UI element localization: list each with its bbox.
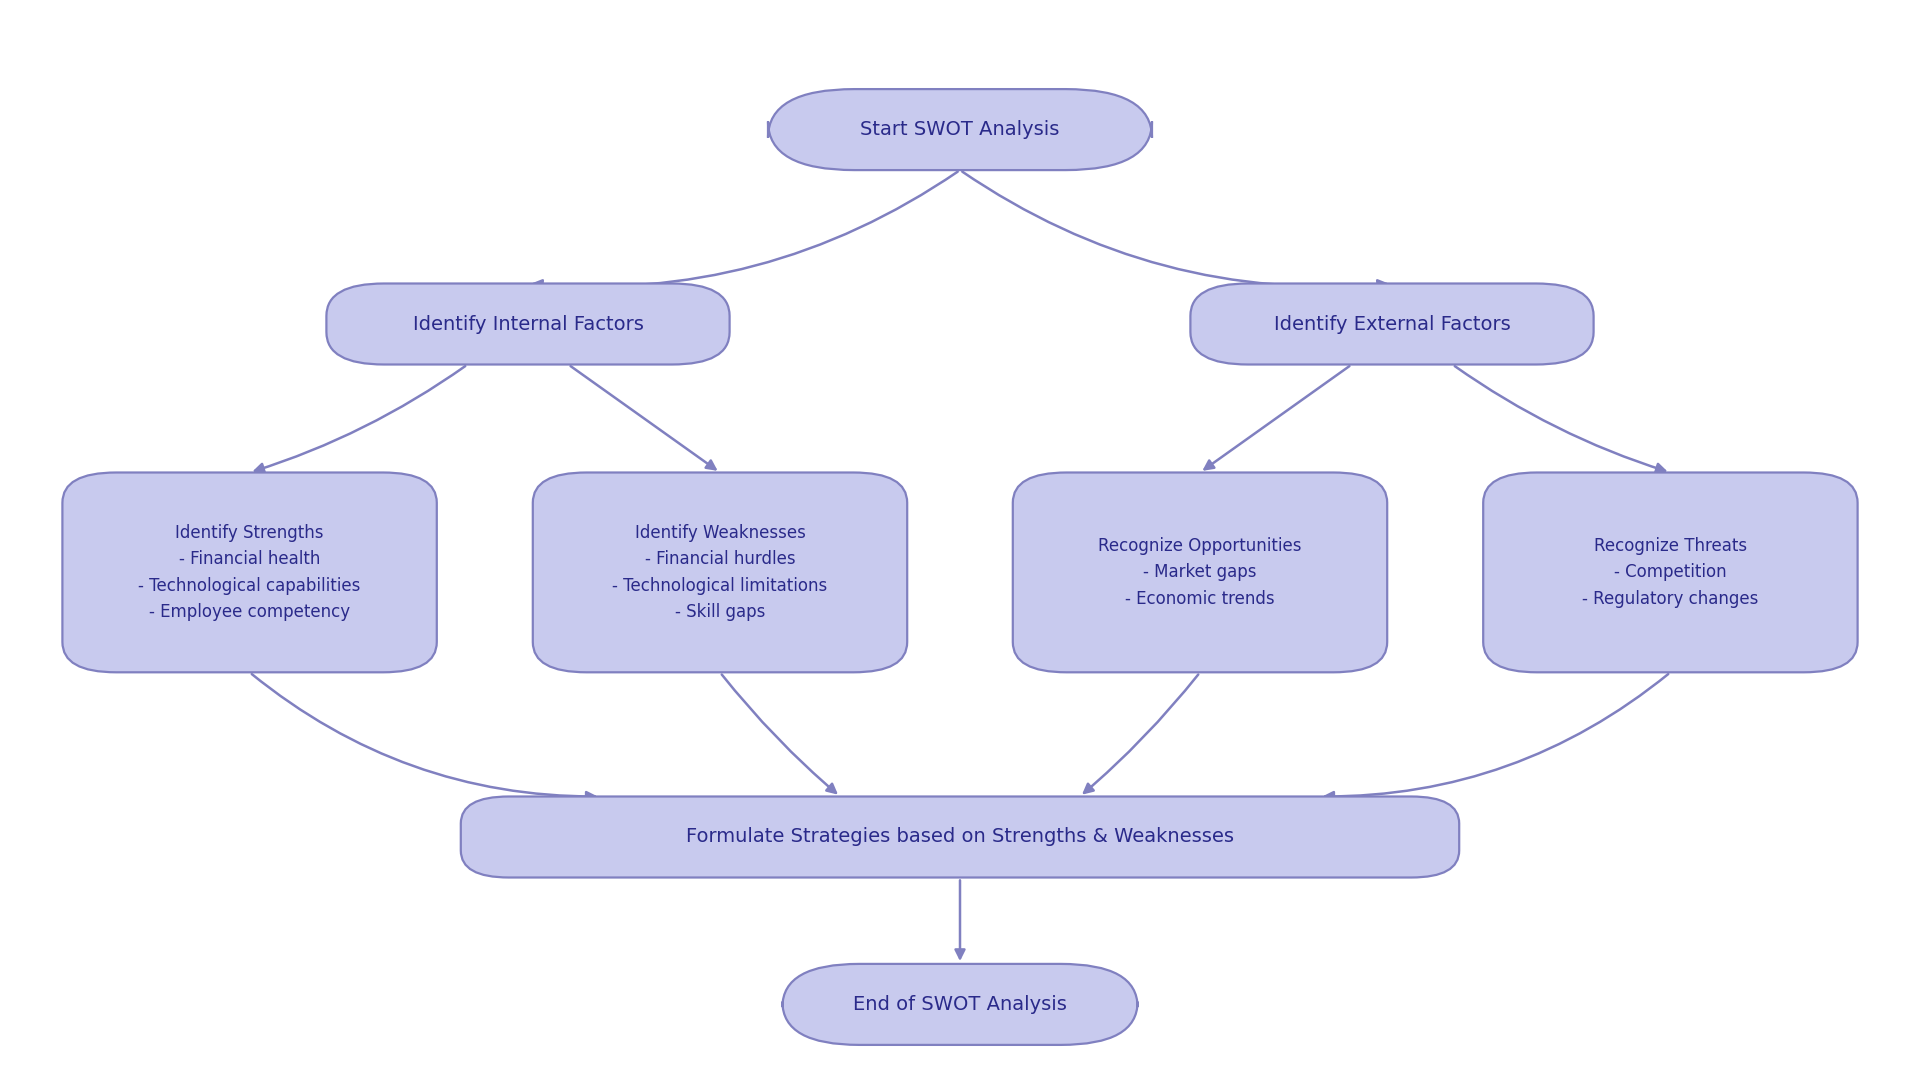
FancyBboxPatch shape (461, 797, 1459, 877)
Text: Identify Internal Factors: Identify Internal Factors (413, 314, 643, 334)
Text: Recognize Opportunities
- Market gaps
- Economic trends: Recognize Opportunities - Market gaps - … (1098, 537, 1302, 608)
Text: Formulate Strategies based on Strengths & Weaknesses: Formulate Strategies based on Strengths … (685, 827, 1235, 847)
Text: Identify Strengths
- Financial health
- Technological capabilities
- Employee co: Identify Strengths - Financial health - … (138, 524, 361, 621)
FancyBboxPatch shape (783, 963, 1137, 1045)
FancyBboxPatch shape (532, 473, 906, 672)
Text: Identify Weaknesses
- Financial hurdles
- Technological limitations
- Skill gaps: Identify Weaknesses - Financial hurdles … (612, 524, 828, 621)
Text: Start SWOT Analysis: Start SWOT Analysis (860, 120, 1060, 139)
Text: Recognize Threats
- Competition
- Regulatory changes: Recognize Threats - Competition - Regula… (1582, 537, 1759, 608)
Text: End of SWOT Analysis: End of SWOT Analysis (852, 995, 1068, 1014)
FancyBboxPatch shape (768, 90, 1152, 170)
FancyBboxPatch shape (1014, 473, 1386, 672)
FancyBboxPatch shape (61, 473, 438, 672)
Text: Identify External Factors: Identify External Factors (1273, 314, 1511, 334)
FancyBboxPatch shape (1190, 284, 1594, 365)
FancyBboxPatch shape (326, 284, 730, 365)
FancyBboxPatch shape (1482, 473, 1859, 672)
